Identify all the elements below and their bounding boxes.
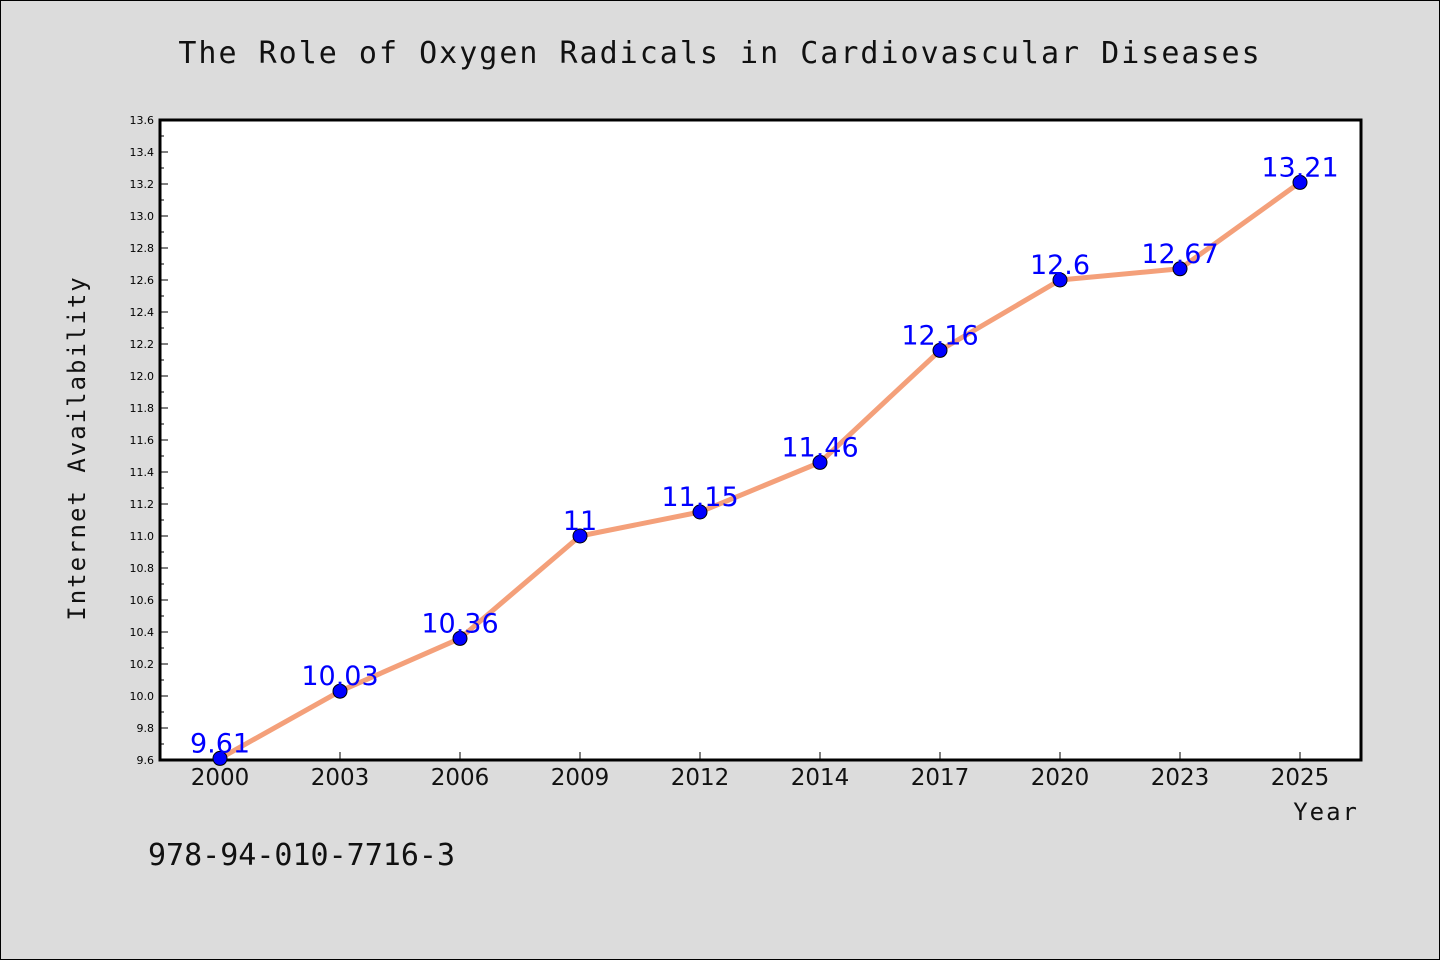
y-tick-label: 11.2 (130, 498, 155, 511)
y-tick-label: 10.4 (130, 626, 155, 639)
y-tick-label: 9.8 (137, 722, 155, 735)
data-label: 13.21 (1261, 152, 1338, 183)
y-tick-label: 13.0 (130, 210, 155, 223)
y-tick-label: 12.6 (130, 274, 155, 287)
data-point (212, 750, 228, 766)
x-tick-label: 2025 (1271, 765, 1330, 791)
y-tick-label: 11.0 (130, 530, 155, 543)
y-tick-label: 13.2 (130, 178, 155, 191)
data-label: 10.03 (301, 661, 378, 692)
data-label: 11 (563, 506, 597, 537)
y-tick-label: 13.4 (130, 146, 155, 159)
chart-title: The Role of Oxygen Radicals in Cardiovas… (178, 36, 1261, 71)
y-tick-label: 12.0 (130, 370, 155, 383)
data-point (1052, 272, 1068, 288)
y-tick-label: 11.6 (130, 434, 155, 447)
y-tick-label: 10.8 (130, 562, 155, 575)
y-tick-label: 12.4 (130, 306, 155, 319)
data-point (452, 630, 468, 646)
y-tick-label: 10.0 (130, 690, 155, 703)
data-label: 12.67 (1141, 239, 1218, 270)
y-tick-label: 10.2 (130, 658, 155, 671)
data-point (1172, 261, 1188, 277)
data-label: 11.15 (661, 482, 738, 513)
y-tick-label: 12.8 (130, 242, 155, 255)
data-labels: 9.61 10.03 10.36 11 11.15 11.46 12.16 12.6 12.67… (190, 152, 1339, 759)
data-point (812, 454, 828, 470)
y-tick-label: 9.6 (137, 754, 155, 767)
y-tick-label: 11.4 (130, 466, 155, 479)
x-tick-label: 2006 (431, 765, 490, 791)
x-tick-label: 2020 (1031, 765, 1090, 791)
series-line (217, 179, 1303, 761)
x-axis-label: Year (1293, 798, 1359, 826)
data-point (332, 683, 348, 699)
x-tick-label: 2017 (911, 765, 970, 791)
data-point (572, 528, 588, 544)
isbn-annotation: 978-94-010-7716-3 (148, 838, 455, 873)
data-label: 12.6 (1030, 250, 1090, 281)
data-point (692, 504, 708, 520)
x-tick-label: 2003 (311, 765, 370, 791)
x-tick-label: 2012 (671, 765, 730, 791)
data-label: 11.46 (781, 432, 858, 463)
data-label: 9.61 (190, 728, 250, 759)
x-tick-label: 2009 (551, 765, 610, 791)
data-label: 12.16 (901, 320, 978, 351)
plot-area (158, 118, 1363, 762)
x-axis-ticks: 2000 2003 2006 2009 2012 2014 2017 2020 2023 2025 (191, 752, 1330, 791)
data-label: 10.36 (421, 608, 498, 639)
data-point (932, 342, 948, 358)
y-axis-ticks: 9.6 9.8 10.0 10.2 10.4 10.6 10.8 11.0 11.2 11.4 11… (130, 114, 168, 767)
x-tick-label: 2000 (191, 765, 250, 791)
data-point (1292, 174, 1308, 190)
series-markers (212, 174, 1308, 766)
y-tick-label: 11.8 (130, 402, 155, 415)
x-tick-label: 2023 (1151, 765, 1210, 791)
y-tick-label: 13.6 (130, 114, 155, 127)
y-axis-label: Internet Availability (63, 275, 91, 620)
y-tick-label: 12.2 (130, 338, 155, 351)
y-tick-label: 10.6 (130, 594, 155, 607)
x-tick-label: 2014 (791, 765, 850, 791)
